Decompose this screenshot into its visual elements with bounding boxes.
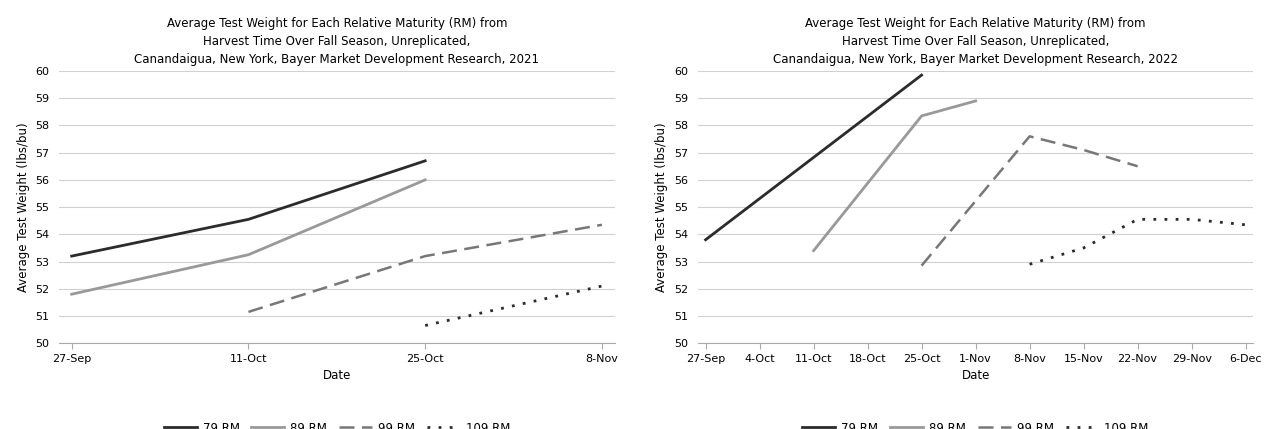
Y-axis label: Average Test Weight (lbs/bu): Average Test Weight (lbs/bu) (17, 122, 29, 292)
Y-axis label: Average Test Weight (lbs/bu): Average Test Weight (lbs/bu) (655, 122, 668, 292)
Title: Average Test Weight for Each Relative Maturity (RM) from
Harvest Time Over Fall : Average Test Weight for Each Relative Ma… (134, 17, 539, 66)
X-axis label: Date: Date (323, 369, 351, 382)
Legend: 79 RM, 89 RM, 99 RM, 109 RM: 79 RM, 89 RM, 99 RM, 109 RM (159, 417, 515, 429)
Legend: 79 RM, 89 RM, 99 RM, 109 RM: 79 RM, 89 RM, 99 RM, 109 RM (797, 417, 1153, 429)
X-axis label: Date: Date (961, 369, 989, 382)
Title: Average Test Weight for Each Relative Maturity (RM) from
Harvest Time Over Fall : Average Test Weight for Each Relative Ma… (773, 17, 1178, 66)
